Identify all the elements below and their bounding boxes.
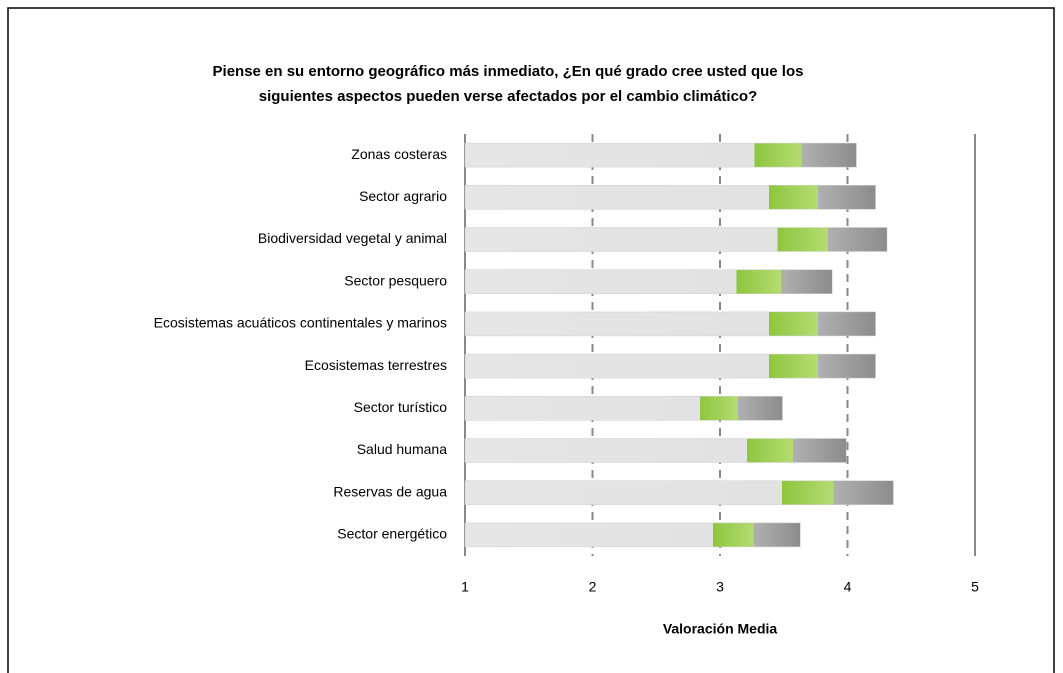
- frame: [7, 7, 1055, 673]
- x-tick-label: 1: [461, 579, 469, 595]
- bar: [464, 353, 876, 379]
- bar: [464, 480, 894, 505]
- bar: [464, 185, 876, 210]
- y-tick-label: Zonas costeras: [351, 146, 447, 162]
- y-tick-label: Biodiversidad vegetal y animal: [258, 230, 447, 246]
- x-tick-label: 2: [589, 579, 597, 595]
- y-tick-label: Reservas de agua: [333, 483, 447, 499]
- bar: [464, 269, 833, 294]
- y-tick-label: Sector pesquero: [344, 272, 447, 288]
- y-tick-label: Salud humana: [357, 441, 448, 457]
- x-tick-label: 5: [971, 579, 979, 595]
- y-tick-label: Ecosistemas terrestres: [305, 357, 447, 373]
- y-tick-label: Sector energético: [337, 526, 447, 542]
- chart-title: Piense en su entorno geográfico más inme…: [213, 63, 804, 80]
- y-tick-label: Ecosistemas acuáticos continentales y ma…: [154, 315, 447, 331]
- y-tick-label: Sector agrario: [359, 188, 447, 204]
- bar: [464, 227, 888, 252]
- bar: [464, 142, 857, 168]
- y-tick-label: Sector turístico: [354, 399, 448, 415]
- x-tick-label: 4: [844, 579, 852, 595]
- bar: [464, 438, 847, 463]
- chart-title: siguientes aspectos pueden verse afectad…: [259, 88, 758, 105]
- x-tick-label: 3: [716, 579, 724, 595]
- bar: [464, 522, 801, 548]
- x-axis-label: Valoración Media: [663, 621, 778, 637]
- bar: [464, 396, 783, 421]
- bar: [464, 311, 876, 337]
